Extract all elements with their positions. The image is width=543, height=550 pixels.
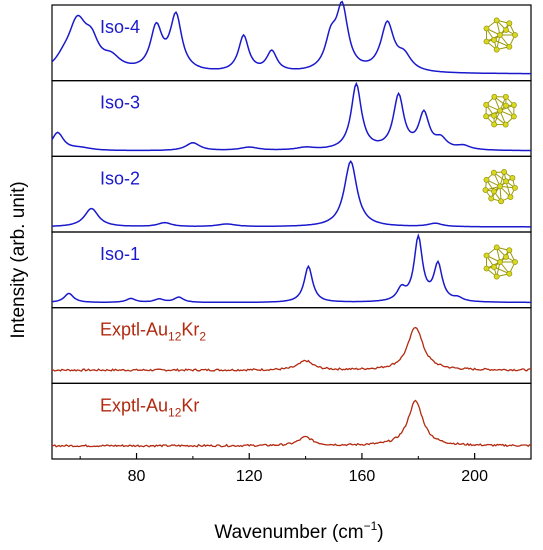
series-line [51,399,532,448]
x-axis: 80 120 160 200 [79,453,532,485]
x-tick-label: 200 [461,468,488,485]
series-line [52,159,531,228]
panel-6: Exptl-Au12Kr [51,382,532,460]
panel-label: Exptl-Au12Kr [100,395,199,419]
panel-1: Iso-4 [51,0,532,82]
panel-2: Iso-3 [51,80,532,157]
iso1-cluster-icon [483,244,518,280]
panel-4: Iso-1 [51,231,532,309]
x-tick-label: 80 [128,468,146,485]
series-line [51,326,532,372]
panel-3: Iso-2 [51,155,532,233]
panel-label: Iso-4 [100,17,140,37]
series-line [51,233,531,304]
iso2-cluster-icon [482,169,518,205]
panel-label: Iso-3 [100,93,140,113]
iso4-cluster-icon [483,17,518,53]
panel-label: Exptl-Au12Kr2 [100,320,206,344]
panels-group: Iso-4 Iso-3 Iso-2 Iso-1 Exptl-Au12Kr2 Exptl-A… [51,0,532,460]
iso3-cluster-icon [483,93,517,128]
panel-label: Iso-1 [100,244,140,264]
panel-label: Iso-2 [100,168,140,188]
x-tick-label: 120 [236,468,263,485]
series-line [51,0,531,75]
panel-5: Exptl-Au12Kr2 [51,307,532,384]
x-axis-label: Wavenumber (cm−1) [214,519,383,543]
series-line [51,81,532,152]
panel-frame [51,382,532,460]
y-axis-label: Intensity (arb. unit) [8,181,29,338]
x-tick-label: 160 [349,468,376,485]
